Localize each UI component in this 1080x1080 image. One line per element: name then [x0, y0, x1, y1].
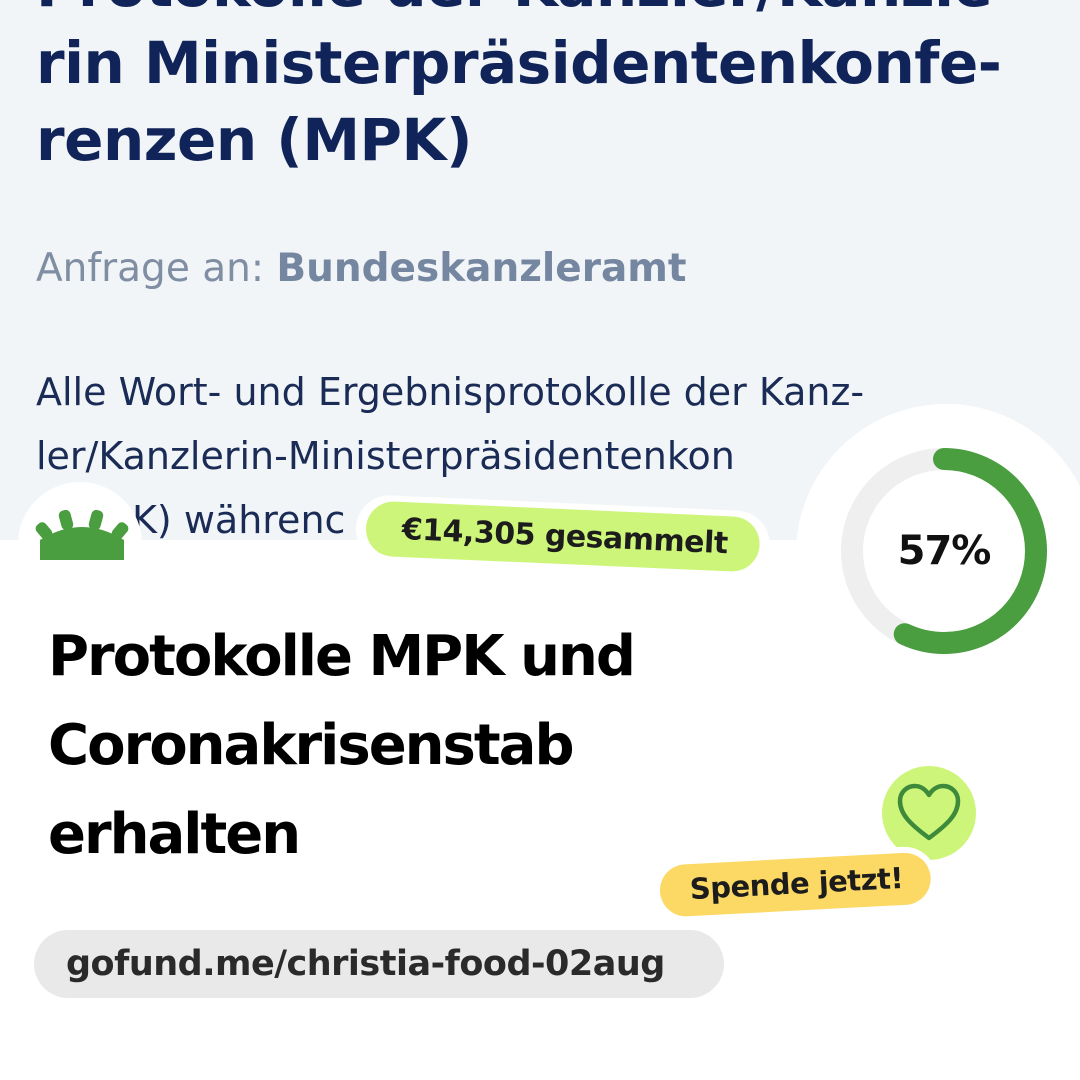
description-line: Alle Wort- und Ergebnisprotokolle der Ka… — [36, 370, 865, 414]
request-title-line: Protokolle der Kanzler/Kanzle- — [36, 0, 1066, 25]
campaign-url[interactable]: gofund.me/christia-food-02aug — [34, 930, 724, 998]
raised-amount-label: €14,305 gesammelt — [364, 500, 761, 573]
request-recipient: Anfrage an: Bundeskanzleramt — [36, 246, 687, 291]
request-title-line: rin Ministerpräsidentenkonfe- — [36, 29, 1002, 97]
campaign-title-line: erhalten — [48, 802, 301, 867]
progress-ring-fill — [841, 448, 1047, 654]
campaign-title-line: Protokolle MPK und — [48, 624, 636, 689]
request-title: Protokolle der Kanzler/Kanzle- rin Minis… — [36, 0, 1066, 179]
heart-icon — [897, 783, 961, 841]
description-line: ler/Kanzlerin-Ministerpräsidentenkon — [36, 434, 735, 478]
description-line: K) währenc — [132, 498, 346, 542]
recipient-name: Bundeskanzleramt — [276, 246, 687, 291]
gofundme-logo-icon — [35, 509, 129, 560]
request-description: Alle Wort- und Ergebnisprotokolle der Ka… — [36, 360, 1036, 552]
recipient-label: Anfrage an: — [36, 246, 264, 291]
campaign-title-line: Coronakrisenstab — [48, 713, 575, 778]
donate-heart-button[interactable] — [882, 766, 976, 860]
request-page-screenshot: Protokolle der Kanzler/Kanzle- rin Minis… — [0, 0, 1080, 560]
campaign-title: Protokolle MPK und Coronakrisenstab erha… — [48, 612, 688, 879]
donate-button-label: Spende jetzt! — [658, 851, 933, 918]
request-title-line: renzen (MPK) — [36, 106, 473, 174]
progress-ring — [841, 448, 1047, 654]
progress-percent: 57% — [897, 528, 992, 574]
